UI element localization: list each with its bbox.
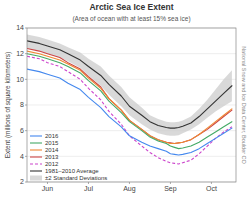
series-line bbox=[27, 56, 232, 164]
plot-frame bbox=[27, 28, 236, 182]
x-tick bbox=[211, 182, 212, 184]
series-line bbox=[27, 49, 232, 144]
y-tick bbox=[25, 130, 27, 131]
legend-swatch bbox=[30, 142, 42, 143]
plot-marks bbox=[27, 34, 232, 164]
series-line bbox=[27, 54, 232, 149]
legend-swatch bbox=[30, 163, 42, 164]
y-tick bbox=[25, 182, 27, 183]
series-line bbox=[27, 41, 232, 128]
title: Arctic Sea Ice Extent bbox=[89, 2, 173, 12]
chart: 2 4 6 8 10 12 14 Jun Jul Aug Sep Oct Extent (million… bbox=[0, 0, 250, 200]
legend: 201620152014201320121981–2010 Average±2 … bbox=[30, 133, 107, 181]
y-tick-label: 2 bbox=[20, 178, 24, 185]
x-tick-label: Sep bbox=[164, 185, 177, 193]
side-annotation: National Snow and Ice Data Center, Bould… bbox=[241, 46, 247, 164]
legend-label: 2013 bbox=[45, 154, 59, 160]
legend-label: 2016 bbox=[45, 133, 59, 139]
y-tick-label: 10 bbox=[16, 76, 24, 83]
y-tick bbox=[25, 156, 27, 157]
grid-line bbox=[27, 79, 236, 80]
legend-swatch bbox=[30, 156, 42, 157]
y-axis-label: Extent (millions of square kilometers) bbox=[4, 52, 12, 159]
y-tick-label: 12 bbox=[16, 50, 24, 57]
x-tick-label: Jul bbox=[84, 185, 93, 192]
series-line bbox=[27, 69, 232, 155]
legend-swatch bbox=[30, 135, 42, 136]
legend-swatch bbox=[30, 149, 42, 150]
y-tick bbox=[25, 28, 27, 29]
legend-label: 2014 bbox=[45, 147, 59, 153]
x-tick-label: Oct bbox=[206, 185, 217, 192]
y-tick bbox=[25, 53, 27, 54]
axes: 2 4 6 8 10 12 14 Jun Jul Aug Sep Oct bbox=[16, 24, 217, 193]
legend-label: ±2 Standard Deviations bbox=[45, 175, 107, 181]
y-tick-label: 6 bbox=[20, 127, 24, 134]
grid bbox=[27, 28, 236, 182]
series-line bbox=[27, 51, 232, 143]
y-tick-label: 4 bbox=[20, 153, 24, 160]
subtitle: (Area of ocean with at least 15% sea ice… bbox=[72, 15, 190, 23]
legend-label: 2015 bbox=[45, 140, 59, 146]
legend-label: 1981–2010 Average bbox=[45, 168, 99, 174]
x-tick bbox=[129, 182, 130, 184]
x-tick-label: Aug bbox=[123, 185, 136, 193]
y-tick-label: 14 bbox=[16, 24, 24, 31]
x-tick bbox=[88, 182, 89, 184]
y-tick bbox=[25, 79, 27, 80]
y-tick bbox=[25, 105, 27, 106]
y-tick-label: 8 bbox=[20, 101, 24, 108]
legend-swatch bbox=[30, 176, 42, 181]
x-tick-label: Jun bbox=[42, 185, 53, 192]
x-tick bbox=[47, 182, 48, 184]
x-tick bbox=[170, 182, 171, 184]
legend-swatch bbox=[30, 170, 42, 171]
legend-label: 2012 bbox=[45, 161, 59, 167]
